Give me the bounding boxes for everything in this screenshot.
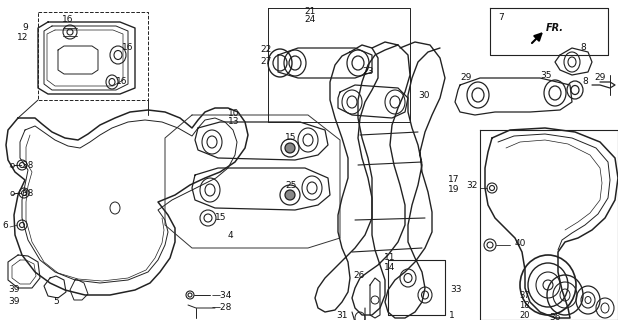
Text: 16: 16: [116, 77, 127, 86]
Text: 17: 17: [448, 175, 460, 185]
Text: —34: —34: [212, 291, 232, 300]
Text: 29: 29: [595, 74, 606, 83]
Text: 6: 6: [2, 220, 8, 229]
Text: 27: 27: [261, 58, 272, 67]
Text: 20: 20: [520, 310, 530, 319]
Text: 8: 8: [580, 44, 586, 52]
Text: 39: 39: [8, 298, 20, 307]
Text: 39: 39: [8, 285, 20, 294]
Text: 8: 8: [582, 77, 588, 86]
Text: 16: 16: [62, 15, 74, 25]
Text: 29: 29: [460, 74, 472, 83]
Text: 40: 40: [515, 238, 527, 247]
Text: 37: 37: [519, 291, 530, 300]
Text: 18: 18: [519, 300, 530, 309]
Ellipse shape: [285, 143, 295, 153]
Text: 15: 15: [285, 133, 297, 142]
Text: 25: 25: [285, 180, 297, 189]
Text: o—38: o—38: [10, 161, 34, 170]
Text: 19: 19: [448, 186, 460, 195]
Text: 33: 33: [450, 285, 462, 294]
Text: 4: 4: [228, 230, 234, 239]
Text: 16: 16: [122, 44, 133, 52]
Text: 11: 11: [384, 253, 395, 262]
Text: 9: 9: [22, 23, 28, 33]
Text: FR.: FR.: [546, 23, 564, 33]
Text: 14: 14: [384, 262, 395, 271]
Text: 12: 12: [17, 33, 28, 42]
Text: 15: 15: [215, 213, 227, 222]
Ellipse shape: [285, 190, 295, 200]
Text: 26: 26: [353, 270, 365, 279]
Text: 13: 13: [228, 117, 240, 126]
Text: 36: 36: [549, 314, 561, 320]
Text: 22: 22: [261, 45, 272, 54]
Text: 24: 24: [305, 15, 316, 25]
Text: 23: 23: [362, 68, 373, 76]
Text: 32: 32: [467, 180, 478, 189]
Text: —28: —28: [212, 303, 232, 313]
Text: 30: 30: [418, 91, 430, 100]
Text: o—38: o—38: [10, 188, 34, 197]
Text: 31: 31: [336, 310, 348, 319]
Text: 1: 1: [449, 310, 455, 319]
Text: 7: 7: [498, 13, 504, 22]
Text: 35: 35: [540, 70, 551, 79]
Text: 5: 5: [53, 298, 59, 307]
Text: 10: 10: [228, 108, 240, 117]
Text: 21: 21: [304, 7, 316, 17]
